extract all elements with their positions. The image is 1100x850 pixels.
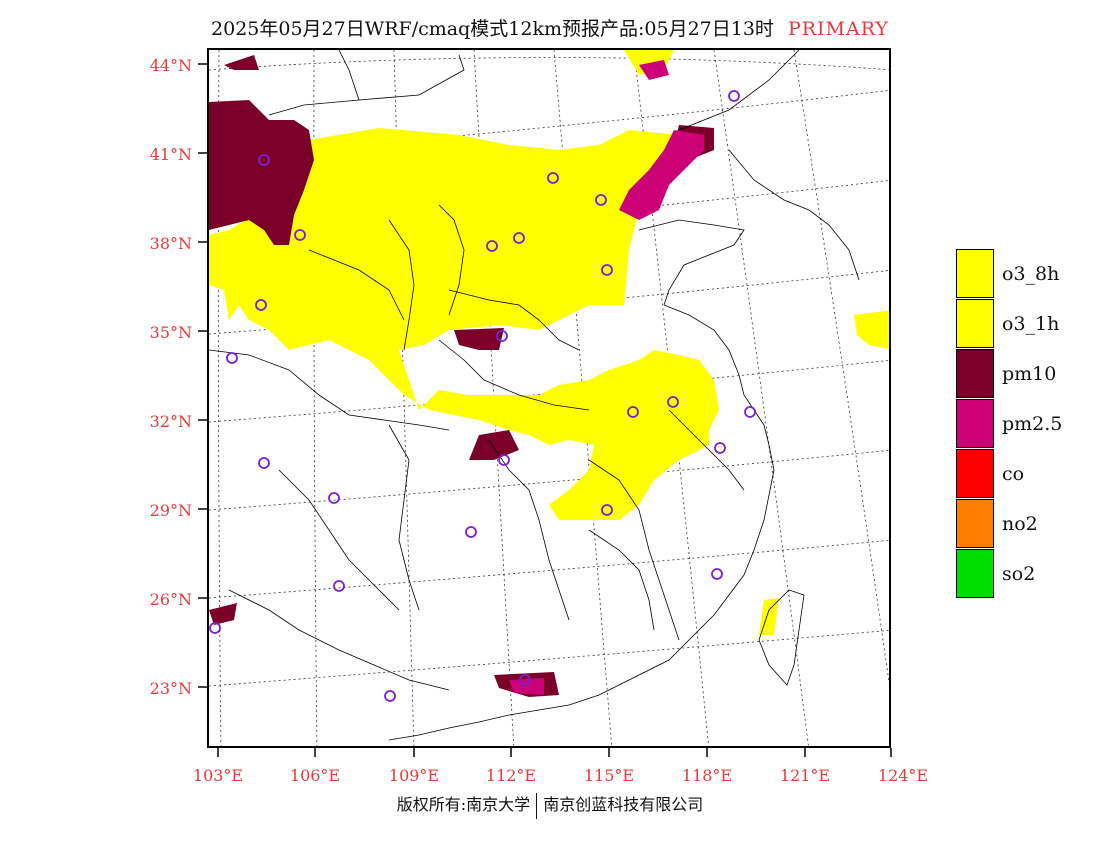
station-marker <box>255 299 267 311</box>
legend-swatch <box>956 299 994 348</box>
station-marker <box>728 90 740 102</box>
copyright-footer: 版权所有:南京大学 南京创蓝科技有限公司 <box>0 791 1100 819</box>
pm25-ne <box>639 60 669 80</box>
copyright-right: 南京创蓝科技有限公司 <box>543 795 704 814</box>
station-marker <box>595 194 607 206</box>
legend-swatch <box>956 449 994 498</box>
lon-label-121: 121°E <box>779 766 831 785</box>
pollutant-fields <box>209 50 889 697</box>
legend-swatch <box>956 249 994 298</box>
lon-label-103: 103°E <box>192 766 244 785</box>
legend-label: pm2.5 <box>1002 413 1063 435</box>
map-canvas <box>209 50 889 746</box>
lat-label-26: 26°N <box>149 590 192 609</box>
station-marker <box>601 264 613 276</box>
pm25-guangdong <box>509 678 544 695</box>
station-marker <box>258 154 270 166</box>
station-marker <box>711 568 723 580</box>
station-marker <box>601 504 613 516</box>
station-marker <box>209 622 221 634</box>
lon-label-106: 106°E <box>289 766 341 785</box>
legend-swatch <box>956 349 994 398</box>
station-marker <box>519 674 531 686</box>
lat-label-35: 35°N <box>149 323 192 342</box>
lat-label-44: 44°N <box>149 56 192 75</box>
pm10-hubei <box>469 430 519 460</box>
station-markers <box>209 90 756 702</box>
lon-label-112: 112°E <box>485 766 537 785</box>
legend-label: so2 <box>1002 563 1036 585</box>
legend-label: o3_8h <box>1002 263 1060 285</box>
title-text: 2025年05月27日WRF/cmaq模式12km预报产品:05月27日13时 <box>211 18 774 40</box>
lat-label-41: 41°N <box>149 145 192 164</box>
lat-label-29: 29°N <box>149 501 192 520</box>
station-marker <box>498 454 510 466</box>
station-marker <box>714 442 726 454</box>
station-marker <box>384 690 396 702</box>
station-marker <box>496 330 508 342</box>
lat-label-23: 23°N <box>149 679 192 698</box>
legend-label: pm10 <box>1002 363 1057 385</box>
legend-swatch <box>956 499 994 548</box>
lon-label-124: 124°E <box>877 766 929 785</box>
station-marker <box>294 229 306 241</box>
station-marker <box>547 172 559 184</box>
legend-swatch <box>956 399 994 448</box>
station-marker <box>258 457 270 469</box>
boundaries <box>209 50 860 741</box>
legend-label: no2 <box>1002 513 1038 535</box>
forecast-map <box>207 48 891 748</box>
lat-label-32: 32°N <box>149 412 192 431</box>
legend-swatch <box>956 549 994 598</box>
o3-north-china <box>209 128 719 520</box>
station-marker <box>486 240 498 252</box>
o3-east-coast <box>854 310 889 350</box>
pm10-sw <box>209 603 237 625</box>
pm10-top <box>224 55 259 70</box>
legend-label: o3_1h <box>1002 313 1060 335</box>
station-marker <box>744 406 756 418</box>
lon-label-118: 118°E <box>681 766 733 785</box>
station-marker <box>465 526 477 538</box>
pm10-northwest <box>209 100 314 245</box>
station-marker <box>513 232 525 244</box>
station-marker <box>328 492 340 504</box>
map-title: 2025年05月27日WRF/cmaq模式12km预报产品:05月27日13时 P… <box>0 14 1100 41</box>
copyright-left: 版权所有:南京大学 <box>396 795 531 814</box>
legend-label: co <box>1002 463 1025 485</box>
lon-label-109: 109°E <box>388 766 440 785</box>
lon-label-115: 115°E <box>583 766 635 785</box>
title-primary-tag: PRIMARY <box>787 18 889 40</box>
footer-separator <box>536 792 538 819</box>
station-marker <box>226 352 238 364</box>
station-marker <box>627 406 639 418</box>
pm10-central <box>454 328 504 350</box>
station-marker <box>333 580 345 592</box>
lat-label-38: 38°N <box>149 234 192 253</box>
pm25-beijing <box>619 130 704 220</box>
station-marker <box>667 396 679 408</box>
